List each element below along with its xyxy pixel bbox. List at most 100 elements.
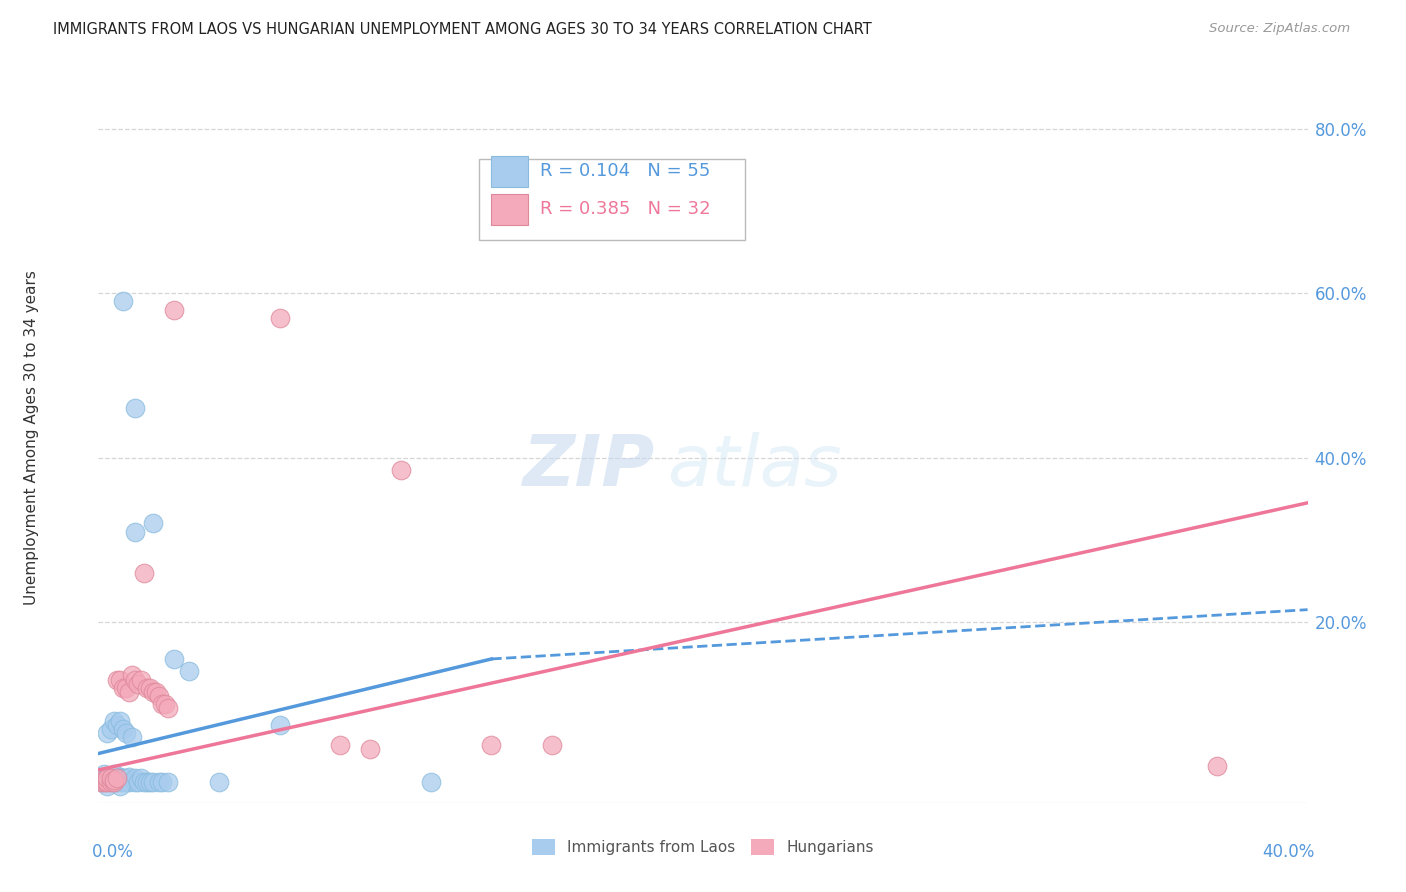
Point [389,463,412,477]
Point [129,673,152,687]
Point [103,767,125,781]
Point [148,689,170,703]
Text: R = 0.385   N = 32: R = 0.385 N = 32 [540,200,710,218]
Point [100,775,122,789]
Point [111,722,134,736]
Point [96,726,118,740]
Point [96,779,118,793]
Point [132,566,155,580]
Point [100,771,122,785]
Point [269,717,291,731]
Point [96,775,118,789]
Text: IMMIGRANTS FROM LAOS VS HUNGARIAN UNEMPLOYMENT AMONG AGES 30 TO 34 YEARS CORRELA: IMMIGRANTS FROM LAOS VS HUNGARIAN UNEMPL… [53,22,872,37]
Point [124,771,146,785]
Point [108,673,131,687]
Point [124,524,146,539]
Point [208,775,231,789]
Text: ZIP: ZIP [523,432,655,500]
Point [121,668,143,682]
Point [108,779,131,793]
Point [108,770,131,784]
Point [360,742,382,756]
Point [142,775,165,789]
Point [269,310,291,325]
Point [93,775,115,789]
Point [124,673,146,687]
Bar [492,156,527,187]
Text: 40.0%: 40.0% [1263,843,1315,861]
Point [90,771,112,785]
Point [139,681,162,695]
Point [105,771,128,785]
Point [127,676,149,690]
Point [108,714,131,728]
Point [179,665,201,679]
Point [153,697,176,711]
Point [118,775,141,789]
Point [96,772,118,787]
Point [114,775,136,789]
Point [142,516,165,531]
Point [96,775,118,789]
Point [111,294,134,309]
Point [145,685,167,699]
Point [150,697,173,711]
Point [148,775,170,789]
Point [100,771,122,785]
Text: atlas: atlas [666,432,841,500]
Text: 0.0%: 0.0% [91,843,134,861]
Point [105,673,128,687]
Point [96,771,118,785]
Point [163,652,186,666]
Point [108,773,131,788]
Point [114,726,136,740]
Point [118,685,141,699]
Point [420,775,443,789]
Point [105,775,128,789]
Point [142,685,165,699]
Point [1206,759,1229,773]
Point [105,772,128,787]
Point [114,681,136,695]
Point [129,771,152,785]
Point [105,771,128,785]
FancyBboxPatch shape [479,159,745,240]
Point [111,681,134,695]
Point [118,770,141,784]
Point [103,714,125,728]
Point [93,767,115,781]
Point [90,775,112,789]
Point [111,771,134,785]
Point [139,775,162,789]
Point [132,775,155,789]
Point [103,772,125,787]
Point [124,775,146,789]
Point [692,187,714,202]
Point [100,775,122,789]
Point [100,772,122,787]
Text: R = 0.104   N = 55: R = 0.104 N = 55 [540,161,710,180]
Point [114,771,136,785]
Point [329,739,352,753]
Point [156,775,179,789]
Legend: Immigrants from Laos, Hungarians: Immigrants from Laos, Hungarians [526,833,880,861]
Point [163,302,186,317]
Point [135,681,157,695]
Point [103,771,125,785]
Point [481,739,503,753]
Point [96,770,118,784]
Point [150,775,173,789]
Point [103,775,125,789]
Point [121,730,143,744]
Text: Source: ZipAtlas.com: Source: ZipAtlas.com [1209,22,1350,36]
Bar [492,194,527,225]
Point [135,775,157,789]
Point [108,775,131,789]
Point [156,701,179,715]
Point [124,401,146,416]
Point [111,775,134,789]
Point [103,775,125,789]
Point [93,772,115,787]
Point [93,775,115,789]
Point [100,722,122,736]
